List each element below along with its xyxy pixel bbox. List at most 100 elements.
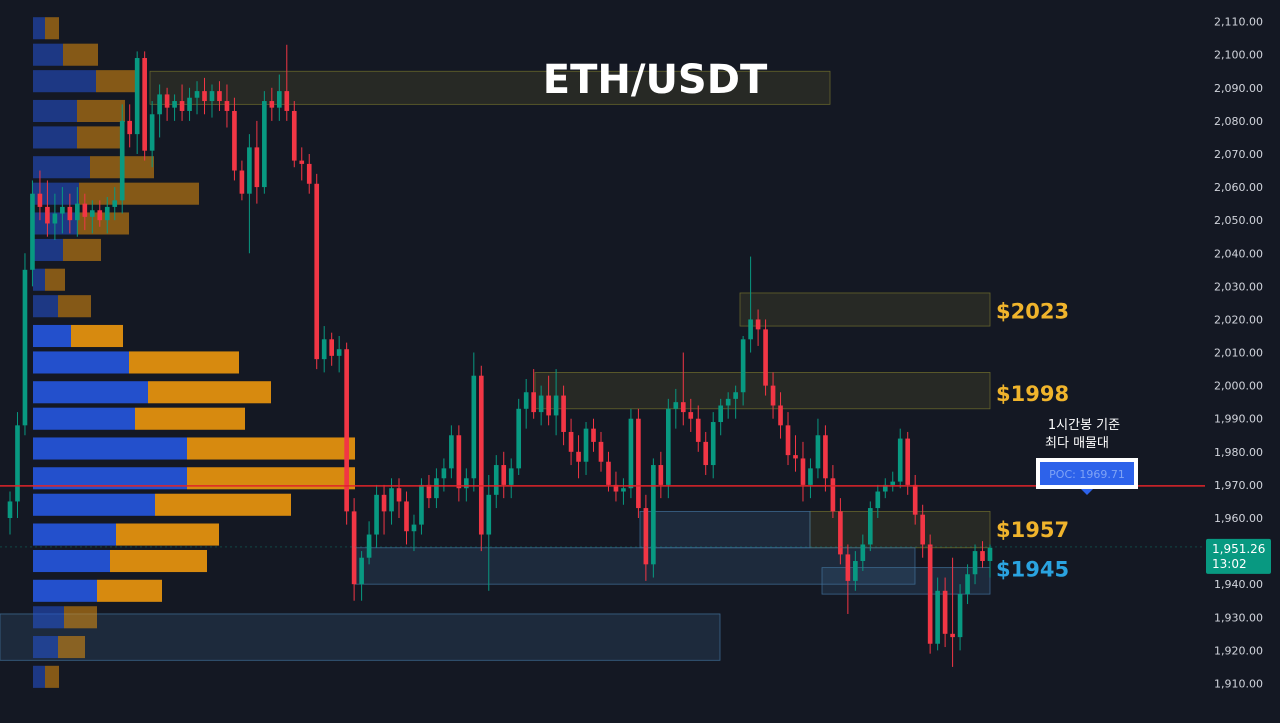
candle-body [950,633,955,638]
candle-body [621,488,626,492]
volume-profile-sell-bar [96,70,136,93]
candle-body [217,91,222,102]
candle-body [785,425,791,456]
price-axis-tick-label: 1,960.00 [1214,512,1263,525]
candle [770,372,776,419]
candle-body [853,561,858,581]
volume-profile-sell-bar [71,324,123,348]
candle-body [695,418,701,442]
volume-profile-buy-bar [33,579,97,602]
candle [157,84,162,138]
candle [785,412,791,466]
candle-body [763,329,768,386]
price-axis-tick-label: 1,980.00 [1214,446,1263,459]
candle [217,81,222,111]
candle-body [351,511,357,585]
candle-body [718,405,724,423]
candle-body [456,435,462,489]
candle [972,544,978,585]
poc-label-text: POC: 1969.71 [1049,468,1125,481]
candle [134,51,140,154]
candle-body [344,349,349,512]
price-axis-tick-label: 2,090.00 [1214,82,1263,95]
candle-body [187,97,192,111]
volume-profile-buy-bar [33,437,187,460]
candle [471,352,477,492]
price-axis-tick-label: 1,990.00 [1214,413,1263,426]
level-label: $1998 [996,382,1069,406]
candle-body [793,455,798,459]
candle-body [875,491,881,509]
candle-body [808,468,813,485]
candle-body [636,418,641,509]
price-axis-tick-label: 2,080.00 [1214,115,1263,128]
candle [823,425,828,492]
candle-body [404,501,409,532]
poc-label-box [1040,462,1134,485]
candle-body [912,484,918,515]
candle-body [815,435,821,469]
candle [404,491,409,545]
candle [725,392,731,419]
candle [666,398,671,499]
candle-body [965,574,970,595]
volume-profile-sell-bar [187,467,355,490]
candle-body [336,349,342,356]
volume-profile-buy-bar [33,324,71,348]
candle [905,431,911,495]
candle [531,369,536,419]
candle [987,544,993,578]
level-label: $1957 [996,518,1069,542]
price-axis-tick-label: 2,020.00 [1214,313,1263,326]
candle [142,51,147,161]
supply-zone [739,292,991,327]
candle [15,412,20,518]
candle [808,458,813,499]
volume-profile-buy-bar [33,549,110,573]
candle [411,514,417,552]
candle [224,84,230,128]
candle-body [725,398,731,406]
candle [710,412,716,479]
volume-profile-buy-bar [33,156,90,179]
candle-body [239,170,245,194]
candle-body [434,478,439,499]
volume-profile-sell-bar [116,523,219,546]
demand-zone [639,510,811,549]
candle [239,160,245,201]
candle [838,498,843,565]
price-axis-tick-label: 1,940.00 [1214,578,1263,591]
volume-profile-buy-bar [33,636,58,659]
volume-profile-buy-bar [33,43,63,66]
candle [598,431,604,472]
candle-body [464,478,469,489]
candle-body [838,511,843,555]
candle [957,584,963,651]
candle-body [299,160,305,164]
candle [793,435,798,472]
candle-body [419,484,424,525]
candle [800,441,806,502]
candle [942,577,948,648]
volume-profile-sell-bar [63,238,101,261]
candle-body [531,392,536,413]
candle [523,379,529,429]
supply-zone [149,70,831,105]
price-axis[interactable]: 2,110.00 2,100.00 2,090.00 2,080.00 2,070.00… [1214,16,1263,691]
candle [695,405,701,452]
candle [187,87,192,121]
candle [269,87,275,121]
candle-body [860,544,866,562]
candle [763,319,768,396]
price-axis-tick-label: 1,920.00 [1214,644,1263,657]
candle [546,375,551,426]
candle-body [935,590,940,644]
price-axis-tick-label: 1,970.00 [1214,479,1263,492]
candle-body [643,508,649,565]
candle-body [606,461,611,485]
candle-body [546,395,551,416]
volume-profile-buy-bar [33,182,79,205]
candles [7,44,993,667]
candle-body [576,451,581,462]
candle [329,332,334,366]
